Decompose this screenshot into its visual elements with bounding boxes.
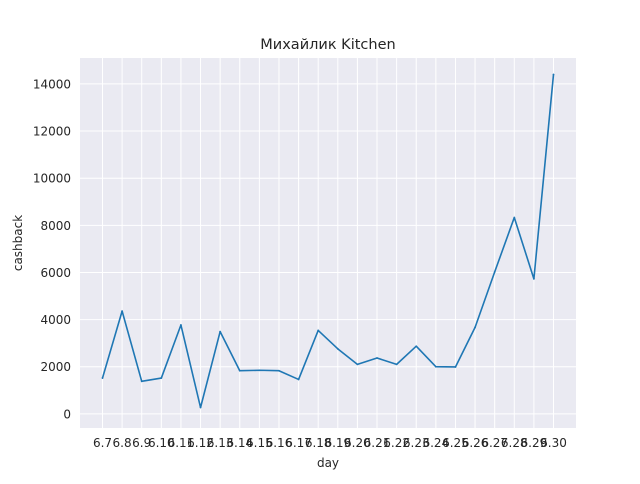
x-tick-label: 6.24 [422, 436, 449, 450]
x-tick-label: 6.14 [226, 436, 253, 450]
chart-title: Михайлик Kitchen [260, 37, 395, 53]
data-points [101, 73, 555, 409]
data-point [395, 363, 398, 366]
data-point [101, 377, 104, 379]
y-axis-label: cashback [11, 215, 25, 271]
data-point [356, 363, 359, 366]
data-point [160, 377, 163, 379]
data-point [552, 73, 555, 76]
x-tick-label: 6.9 [132, 436, 151, 450]
data-point [278, 369, 280, 372]
x-tick-label: 6.10 [148, 436, 175, 450]
data-point [454, 366, 457, 368]
x-tick-label: 6.28 [501, 436, 528, 450]
data-point [317, 329, 320, 332]
y-tick-label: 2000 [40, 360, 71, 374]
x-tick-label: 6.27 [481, 436, 508, 450]
y-tick-label: 14000 [33, 77, 71, 91]
x-tick-label: 6.15 [246, 436, 273, 450]
x-tick-label: 6.20 [344, 436, 371, 450]
x-tick-labels: 6.7 6.8 6.96.106.116.126.136.146.156.166.1… [93, 436, 567, 450]
data-point [199, 406, 202, 409]
x-tick-label: 6.11 [168, 436, 195, 450]
data-point [180, 324, 182, 326]
data-point [121, 310, 124, 313]
data-point [140, 380, 143, 383]
x-tick-label: 6.26 [462, 436, 489, 450]
x-axis-label: day [317, 456, 339, 470]
y-tick-label: 12000 [33, 125, 71, 139]
data-point [493, 271, 496, 273]
data-point [474, 326, 476, 329]
y-tick-label: 10000 [33, 172, 71, 186]
x-tick-label: 6.18 [305, 436, 332, 450]
x-tick-label: 6.8 [113, 436, 132, 450]
x-tick-label: 6.12 [187, 436, 214, 450]
data-point [258, 369, 261, 372]
data-point [415, 345, 418, 348]
x-tick-label: 6.16 [266, 436, 293, 450]
y-tick-label: 6000 [40, 266, 71, 280]
x-tick-label: 6.22 [383, 436, 410, 450]
data-point [297, 378, 300, 381]
x-tick-label: 6.13 [207, 436, 234, 450]
data-point [336, 347, 339, 350]
y-tick-label: 4000 [40, 313, 71, 327]
data-point [513, 216, 516, 219]
data-point [434, 365, 437, 368]
x-tick-label: 6.30 [540, 436, 567, 450]
data-point [376, 357, 378, 359]
x-tick-label: 6.7 [93, 436, 112, 450]
x-tick-label: 6.23 [403, 436, 430, 450]
x-tick-label: 6.17 [285, 436, 312, 450]
data-point [219, 330, 222, 333]
x-tick-label: 6.25 [442, 436, 469, 450]
x-tick-label: 6.21 [364, 436, 391, 450]
series-line [101, 73, 555, 409]
y-tick-label: 8000 [40, 219, 71, 233]
x-tick-label: 6.29 [521, 436, 548, 450]
y-tick-label: 0 [63, 407, 71, 421]
data-point [238, 369, 241, 372]
x-tick-label: 6.19 [324, 436, 351, 450]
grid-lines [80, 58, 576, 428]
data-point [532, 277, 535, 280]
y-tick-labels: 0 2000 4000 6000 8000 10000 12000 14000 [33, 77, 71, 421]
plot-area [80, 58, 576, 428]
